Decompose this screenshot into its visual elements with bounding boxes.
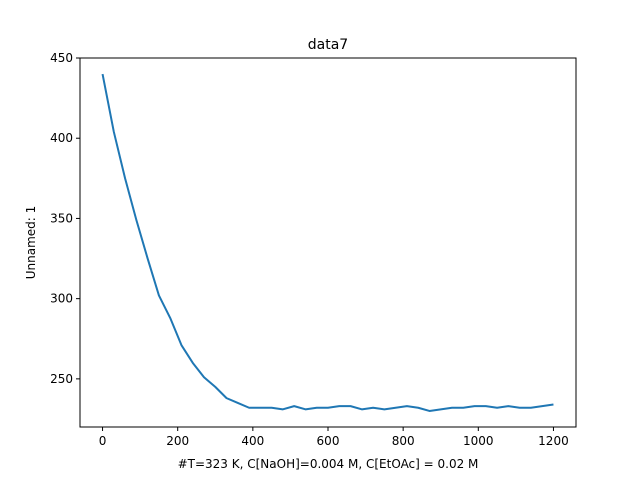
y-tick-label: 250 bbox=[50, 372, 73, 386]
series-line bbox=[101, 73, 554, 412]
x-tick-label: 1200 bbox=[538, 434, 569, 448]
x-tick-label: 1000 bbox=[463, 434, 494, 448]
y-tick-label: 400 bbox=[50, 131, 73, 145]
x-tick-label: 800 bbox=[392, 434, 415, 448]
chart-title: data7 bbox=[308, 37, 348, 53]
x-tick-label: 0 bbox=[99, 434, 107, 448]
x-axis-label: #T=323 K, C[NaOH]=0.004 M, C[EtOAc] = 0.… bbox=[178, 457, 479, 471]
x-tick-label: 600 bbox=[317, 434, 340, 448]
x-tick-label: 200 bbox=[166, 434, 189, 448]
y-axis-label: Unnamed: 1 bbox=[24, 206, 38, 280]
plot-series-group bbox=[101, 73, 554, 412]
x-tick-label: 400 bbox=[241, 434, 264, 448]
y-tick-label: 350 bbox=[50, 211, 73, 225]
y-axis-ticks: 250 300 350 400 450 bbox=[50, 51, 80, 386]
y-tick-label: 450 bbox=[50, 51, 73, 65]
y-tick-label: 300 bbox=[50, 292, 73, 306]
plot-area-frame bbox=[79, 57, 577, 428]
x-axis-ticks: 0 200 400 600 800 1000 1200 bbox=[99, 427, 569, 448]
